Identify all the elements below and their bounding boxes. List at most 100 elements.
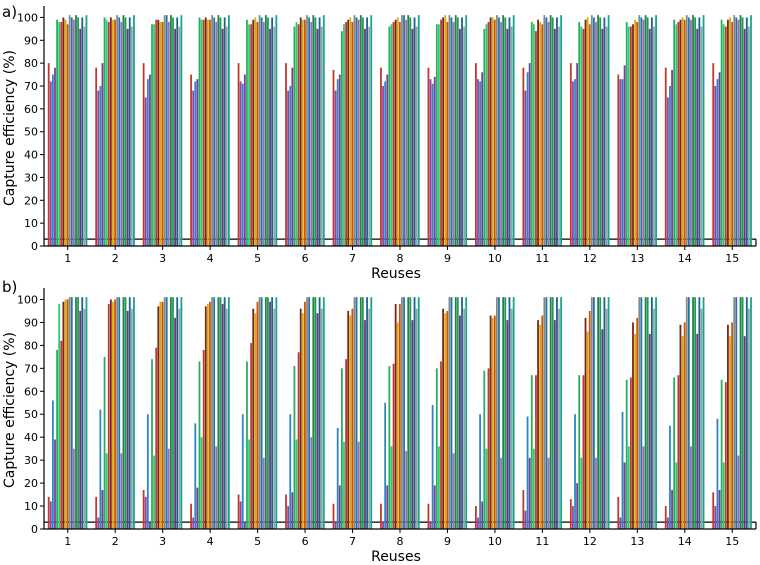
panel-a-bar bbox=[621, 79, 624, 246]
panel-b-bar bbox=[729, 336, 731, 529]
panel-a-bar bbox=[254, 17, 257, 247]
panel-b-bar bbox=[599, 297, 602, 529]
panel-b-bar bbox=[578, 375, 581, 529]
panel-b-bar bbox=[737, 455, 740, 529]
panel-a-bar bbox=[241, 83, 244, 247]
panel-a-x-tick-label: 15 bbox=[725, 252, 739, 265]
panel-a-y-tick-label: 20 bbox=[24, 194, 38, 207]
panel-a-bar bbox=[495, 15, 498, 247]
panel-b-bar bbox=[743, 336, 746, 529]
panel-a-bar bbox=[716, 79, 719, 246]
panel-b-label: b) bbox=[2, 278, 17, 296]
panel-b-x-tick-label: 10 bbox=[488, 535, 502, 548]
panel-a-bar bbox=[47, 63, 50, 246]
panel-b-bar bbox=[541, 315, 544, 529]
panel-a-bar bbox=[415, 26, 418, 246]
panel-b-bar bbox=[683, 322, 686, 529]
panel-b-bar bbox=[264, 297, 267, 529]
panel-a-bar bbox=[70, 17, 73, 247]
panel-a-bar bbox=[623, 65, 626, 247]
panel-b-bar bbox=[351, 308, 354, 529]
panel-b-bar bbox=[219, 297, 222, 529]
panel-b-bar bbox=[380, 503, 382, 529]
panel-b-bar bbox=[696, 333, 699, 529]
panel-a-bar bbox=[51, 74, 54, 246]
panel-b-bar bbox=[239, 501, 242, 529]
panel-a-bar bbox=[243, 74, 246, 246]
panel-b-bar bbox=[487, 368, 490, 529]
panel-a-bar bbox=[580, 26, 583, 246]
panel-b-bar bbox=[535, 375, 537, 529]
panel-b-bar bbox=[299, 308, 302, 529]
panel-b-bar bbox=[636, 317, 639, 529]
panel-b-bar bbox=[112, 301, 114, 529]
panel-a-bar bbox=[77, 17, 79, 247]
panel-a-bar bbox=[237, 63, 240, 246]
panel-b-bar bbox=[180, 297, 183, 529]
panel-a-x-tick-label: 8 bbox=[397, 252, 404, 265]
panel-b-bar bbox=[669, 425, 671, 529]
panel-b-bar bbox=[653, 308, 655, 529]
panel-b-bar bbox=[489, 315, 492, 529]
panel-b-bar bbox=[366, 297, 368, 529]
panel-a-bar bbox=[221, 28, 224, 246]
panel-b: b) Capture efficiency (%) Reuses 0102030… bbox=[2, 278, 757, 565]
panel-a-bar bbox=[664, 67, 667, 247]
panel-b-x-axis-title: Reuses bbox=[371, 549, 421, 565]
panel-b-bar bbox=[491, 317, 494, 529]
panel-b-bar bbox=[316, 313, 319, 529]
panel-b-bar bbox=[528, 457, 531, 529]
panel-a-bar bbox=[530, 22, 533, 246]
panel-b-bar bbox=[750, 297, 752, 529]
panel-b-bar bbox=[223, 297, 226, 529]
panel-a-bar bbox=[401, 15, 403, 247]
panel-a-bar bbox=[452, 22, 455, 246]
panel-a-bar bbox=[271, 17, 274, 247]
panel-a-bar bbox=[718, 72, 721, 246]
panel-a-bar bbox=[461, 17, 463, 247]
panel-b-y-tick-label: 70 bbox=[24, 362, 38, 375]
panel-b-y-tick-label: 100 bbox=[17, 293, 38, 306]
panel-a-bar bbox=[390, 24, 393, 246]
panel-b-bar bbox=[47, 496, 50, 529]
panel-b-y-tick-label: 60 bbox=[24, 385, 38, 398]
panel-a-bar bbox=[413, 17, 416, 247]
panel-a-bar bbox=[403, 15, 405, 247]
panel-a-bar bbox=[159, 22, 162, 246]
panel-a-bar bbox=[485, 24, 488, 246]
panel-b-bar bbox=[748, 308, 750, 529]
panel-b-bar bbox=[530, 375, 533, 529]
panel-a-bar bbox=[107, 22, 110, 246]
panel-b-bar bbox=[301, 313, 304, 529]
panel-a-bar bbox=[504, 17, 507, 247]
panel-a-bar bbox=[316, 28, 319, 246]
panel-b-bar bbox=[493, 315, 496, 529]
panel-a-bar bbox=[483, 28, 486, 246]
panel-a-bar bbox=[601, 28, 604, 246]
panel-b-bar bbox=[243, 522, 246, 529]
panel-b-bar bbox=[619, 517, 622, 529]
panel-b-bar bbox=[258, 297, 261, 529]
panel-a-bar bbox=[558, 26, 560, 246]
panel-b-bar bbox=[312, 297, 315, 529]
panel-a-bar bbox=[731, 22, 734, 246]
panel-b-bar bbox=[664, 506, 667, 529]
panel-b-bar bbox=[702, 297, 705, 529]
panel-a-bar bbox=[586, 17, 589, 247]
panel-a-bar bbox=[258, 15, 261, 247]
panel-a-bar bbox=[634, 19, 636, 247]
panel-b-bar bbox=[81, 297, 84, 529]
panel-a-bar bbox=[597, 15, 600, 247]
panel-a-bar bbox=[248, 24, 250, 246]
panel-a-x-ticks: 1 2 3 4 5 6 7 8 9 10 11 12 13 14 15 bbox=[64, 246, 739, 265]
panel-a-bar bbox=[109, 17, 112, 247]
panel-a-bar bbox=[696, 28, 699, 246]
panel-b-bar bbox=[727, 324, 729, 529]
panel-b-y-tick-label: 20 bbox=[24, 477, 38, 490]
panel-a-bar bbox=[681, 17, 684, 247]
panel-a-bar bbox=[204, 17, 207, 247]
panel-b-bar bbox=[68, 297, 71, 529]
panel-a-bar bbox=[431, 83, 434, 247]
panel-b-bar bbox=[524, 510, 527, 529]
panel-a-x-tick-label: 2 bbox=[112, 252, 119, 265]
